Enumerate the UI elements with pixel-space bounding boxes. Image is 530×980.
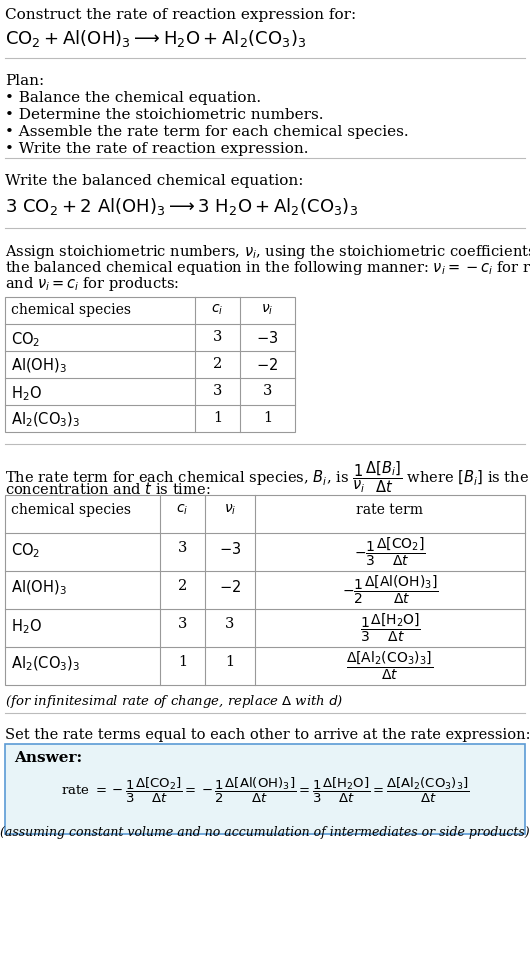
Bar bbox=[5, 495, 525, 685]
Text: $\mathrm{3\ CO_2 + 2\ Al(OH)_3 \longrightarrow 3\ H_2O + Al_2(CO_3)_3}$: $\mathrm{3\ CO_2 + 2\ Al(OH)_3 \longrigh… bbox=[5, 196, 358, 217]
Text: Write the balanced chemical equation:: Write the balanced chemical equation: bbox=[5, 174, 304, 188]
Text: $\mathrm{CO_2}$: $\mathrm{CO_2}$ bbox=[11, 541, 40, 560]
Text: $\nu_i$: $\nu_i$ bbox=[224, 503, 236, 517]
Text: $\dfrac{1}{3}\dfrac{\Delta[\mathrm{H_2O}]}{\Delta t}$: $\dfrac{1}{3}\dfrac{\Delta[\mathrm{H_2O}… bbox=[359, 612, 420, 644]
Text: $-\dfrac{1}{2}\dfrac{\Delta[\mathrm{Al(OH)_3}]}{\Delta t}$: $-\dfrac{1}{2}\dfrac{\Delta[\mathrm{Al(O… bbox=[342, 574, 438, 607]
Text: Set the rate terms equal to each other to arrive at the rate expression:: Set the rate terms equal to each other t… bbox=[5, 728, 530, 742]
Text: 1: 1 bbox=[178, 655, 187, 669]
Text: chemical species: chemical species bbox=[11, 303, 131, 317]
Text: 2: 2 bbox=[178, 579, 187, 593]
Text: $-3$: $-3$ bbox=[257, 330, 279, 346]
Text: Answer:: Answer: bbox=[14, 751, 82, 765]
Text: $-2$: $-2$ bbox=[257, 357, 279, 373]
Text: 1: 1 bbox=[263, 411, 272, 425]
Text: (assuming constant volume and no accumulation of intermediates or side products): (assuming constant volume and no accumul… bbox=[0, 826, 530, 839]
Text: $c_i$: $c_i$ bbox=[176, 503, 189, 517]
Text: 3: 3 bbox=[263, 384, 272, 398]
Text: concentration and $t$ is time:: concentration and $t$ is time: bbox=[5, 481, 210, 497]
Text: Plan:: Plan: bbox=[5, 74, 44, 88]
Text: 3: 3 bbox=[225, 617, 235, 631]
Text: 3: 3 bbox=[178, 617, 187, 631]
Text: (for infinitesimal rate of change, replace $\Delta$ with $d$): (for infinitesimal rate of change, repla… bbox=[5, 693, 343, 710]
Text: $\mathrm{Al(OH)_3}$: $\mathrm{Al(OH)_3}$ bbox=[11, 579, 67, 598]
Text: The rate term for each chemical species, $B_i$, is $\dfrac{1}{\nu_i}\dfrac{\Delt: The rate term for each chemical species,… bbox=[5, 459, 530, 495]
Text: the balanced chemical equation in the following manner: $\nu_i = -c_i$ for react: the balanced chemical equation in the fo… bbox=[5, 259, 530, 277]
Text: • Assemble the rate term for each chemical species.: • Assemble the rate term for each chemic… bbox=[5, 125, 409, 139]
Text: $-3$: $-3$ bbox=[219, 541, 241, 557]
Text: 3: 3 bbox=[213, 384, 222, 398]
Text: $\mathrm{H_2O}$: $\mathrm{H_2O}$ bbox=[11, 617, 42, 636]
Text: 3: 3 bbox=[213, 330, 222, 344]
Text: $-\dfrac{1}{3}\dfrac{\Delta[\mathrm{CO_2}]}{\Delta t}$: $-\dfrac{1}{3}\dfrac{\Delta[\mathrm{CO_2… bbox=[354, 536, 426, 568]
Text: 1: 1 bbox=[225, 655, 235, 669]
Text: 1: 1 bbox=[213, 411, 222, 425]
Text: $-2$: $-2$ bbox=[219, 579, 241, 595]
Text: $\mathrm{Al(OH)_3}$: $\mathrm{Al(OH)_3}$ bbox=[11, 357, 67, 375]
Text: $\mathrm{Al_2(CO_3)_3}$: $\mathrm{Al_2(CO_3)_3}$ bbox=[11, 655, 80, 673]
Text: rate $= -\dfrac{1}{3}\dfrac{\Delta[\mathrm{CO_2}]}{\Delta t} = -\dfrac{1}{2}\dfr: rate $= -\dfrac{1}{3}\dfrac{\Delta[\math… bbox=[61, 776, 469, 806]
Text: $\mathrm{Al_2(CO_3)_3}$: $\mathrm{Al_2(CO_3)_3}$ bbox=[11, 411, 80, 429]
Text: $\mathrm{CO_2}$: $\mathrm{CO_2}$ bbox=[11, 330, 40, 349]
Text: Construct the rate of reaction expression for:: Construct the rate of reaction expressio… bbox=[5, 8, 356, 22]
Text: • Write the rate of reaction expression.: • Write the rate of reaction expression. bbox=[5, 142, 308, 156]
Text: 3: 3 bbox=[178, 541, 187, 555]
Text: and $\nu_i = c_i$ for products:: and $\nu_i = c_i$ for products: bbox=[5, 275, 179, 293]
Text: • Balance the chemical equation.: • Balance the chemical equation. bbox=[5, 91, 261, 105]
FancyBboxPatch shape bbox=[5, 744, 525, 834]
Text: $\mathrm{H_2O}$: $\mathrm{H_2O}$ bbox=[11, 384, 42, 403]
Text: Assign stoichiometric numbers, $\nu_i$, using the stoichiometric coefficients, $: Assign stoichiometric numbers, $\nu_i$, … bbox=[5, 243, 530, 261]
Text: $\nu_i$: $\nu_i$ bbox=[261, 303, 273, 318]
Text: $\dfrac{\Delta[\mathrm{Al_2(CO_3)_3}]}{\Delta t}$: $\dfrac{\Delta[\mathrm{Al_2(CO_3)_3}]}{\… bbox=[347, 650, 434, 682]
Text: chemical species: chemical species bbox=[11, 503, 131, 517]
Bar bbox=[5, 297, 295, 432]
Text: $c_i$: $c_i$ bbox=[211, 303, 224, 318]
Text: 2: 2 bbox=[213, 357, 222, 371]
Text: $\mathrm{CO_2 + Al(OH)_3 \longrightarrow H_2O + Al_2(CO_3)_3}$: $\mathrm{CO_2 + Al(OH)_3 \longrightarrow… bbox=[5, 28, 306, 49]
Text: rate term: rate term bbox=[357, 503, 423, 517]
Text: • Determine the stoichiometric numbers.: • Determine the stoichiometric numbers. bbox=[5, 108, 323, 122]
